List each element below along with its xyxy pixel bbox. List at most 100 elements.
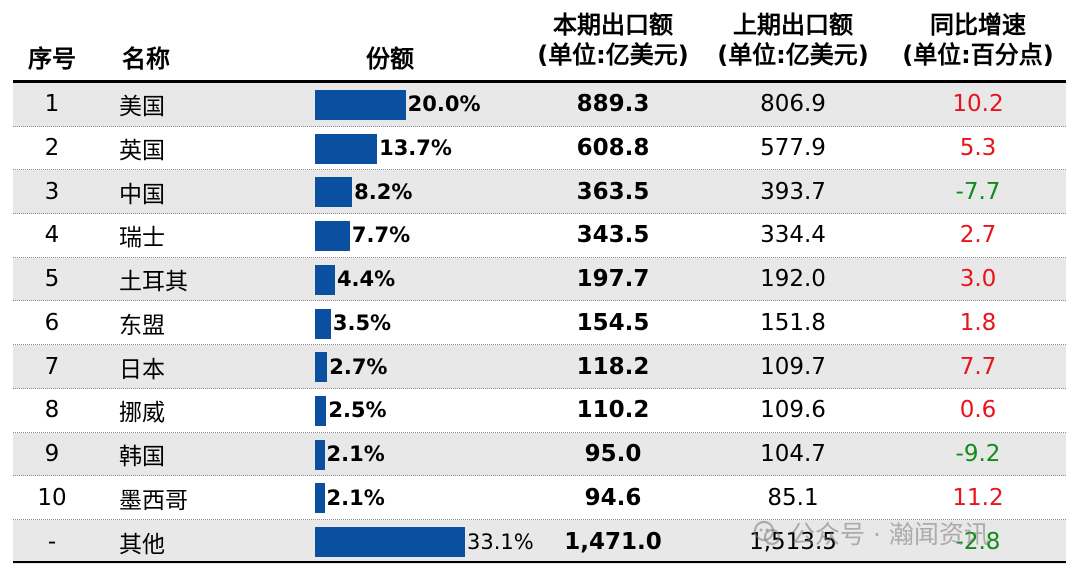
row-name: 瑞士 <box>119 225 165 252</box>
previous-export: 109.7 <box>760 353 826 380</box>
header-current-line2: (单位:亿美元) <box>537 41 689 69</box>
share-bar <box>315 439 325 470</box>
row-name: 东盟 <box>119 312 165 339</box>
share-bar <box>315 90 406 120</box>
row-number: 9 <box>44 440 60 467</box>
yoy-growth: 5.3 <box>959 135 997 162</box>
header-name: 名称 <box>106 0 186 80</box>
table-row: - 其他 33.1% 1,471.0 1,513.5 -2.8 <box>13 520 1066 564</box>
row-name: 韩国 <box>119 443 165 470</box>
current-export: 197.7 <box>576 266 650 293</box>
table-row: 6 东盟 3.5% 154.5 151.8 1.8 <box>13 302 1066 346</box>
share-label: 2.1% <box>326 441 385 466</box>
header-previous-line2: (单位:亿美元) <box>717 41 869 69</box>
share-bar <box>315 264 335 295</box>
current-export: 889.3 <box>576 91 650 118</box>
table-row: 2 英国 13.7% 608.8 577.9 5.3 <box>13 127 1066 171</box>
bottom-rule <box>13 561 1066 563</box>
header-previous-line1: 上期出口额 <box>733 11 853 39</box>
share-label: 3.5% <box>332 310 392 335</box>
row-number: 8 <box>44 397 60 424</box>
previous-export: 192.0 <box>760 266 826 293</box>
previous-export: 577.9 <box>760 135 826 162</box>
row-number: 5 <box>44 266 60 293</box>
share-label: 13.7% <box>379 136 452 161</box>
current-export: 110.2 <box>576 397 650 424</box>
table-row: 4 瑞士 7.7% 343.5 334.4 2.7 <box>13 214 1066 258</box>
previous-export: 109.6 <box>760 397 826 424</box>
share-bar <box>315 352 328 383</box>
share-bar <box>315 395 327 426</box>
share-label: 20.0% <box>407 92 481 117</box>
yoy-growth: -2.8 <box>955 528 1001 555</box>
yoy-growth: 10.2 <box>952 91 1004 118</box>
watermark-text: 公众号 · 瀚闻资讯 <box>790 520 989 549</box>
header-previous: 上期出口额 (单位:亿美元) <box>713 0 873 80</box>
yoy-growth: 11.2 <box>952 484 1004 511</box>
header-current-line1: 本期出口额 <box>553 11 673 39</box>
previous-export: 806.9 <box>760 91 826 118</box>
share-bar <box>315 308 331 339</box>
row-number: - <box>47 528 57 555</box>
yoy-growth: -7.7 <box>955 178 1001 205</box>
current-export: 118.2 <box>576 353 650 380</box>
share-label: 2.1% <box>326 485 385 510</box>
previous-export: 393.7 <box>760 178 826 205</box>
header-yoy-line1: 同比增速 <box>930 11 1026 39</box>
table-row: 9 韩国 2.1% 95.0 104.7 -9.2 <box>13 432 1066 477</box>
share-label: 2.5% <box>328 398 387 423</box>
current-export: 363.5 <box>576 178 650 205</box>
share-bar <box>315 527 465 557</box>
wechat-icon <box>753 520 781 546</box>
current-export: 608.8 <box>576 135 650 162</box>
table-row: 8 挪威 2.5% 110.2 109.6 0.6 <box>13 389 1066 433</box>
header-share: 份额 <box>340 0 440 80</box>
yoy-growth: 1.8 <box>959 309 997 336</box>
previous-export: 151.8 <box>760 309 826 336</box>
share-bar <box>315 483 325 514</box>
header-name-label: 名称 <box>122 45 170 73</box>
row-number: 1 <box>44 91 60 118</box>
current-export: 95.0 <box>584 440 642 467</box>
row-number: 7 <box>44 353 60 380</box>
header-yoy: 同比增速 (单位:百分点) <box>898 0 1058 80</box>
row-name: 美国 <box>119 94 165 121</box>
yoy-growth: 7.7 <box>959 353 997 380</box>
header-no: 序号 <box>13 0 91 80</box>
row-number: 2 <box>44 135 60 162</box>
share-label: 7.7% <box>351 223 411 248</box>
share-label: 4.4% <box>336 267 396 292</box>
share-bar <box>315 133 378 164</box>
previous-export: 85.1 <box>767 484 819 511</box>
share-bar <box>315 221 350 252</box>
header-current: 本期出口额 (单位:亿美元) <box>533 0 693 80</box>
share-label: 8.2% <box>354 179 413 204</box>
row-number: 6 <box>44 309 60 336</box>
header-share-label: 份额 <box>366 45 414 73</box>
table-row: 10 墨西哥 2.1% 94.6 85.1 11.2 <box>13 476 1066 520</box>
row-name: 其他 <box>119 531 165 558</box>
previous-export: 104.7 <box>760 440 826 467</box>
row-name: 挪威 <box>119 400 165 427</box>
row-number: 10 <box>37 484 67 511</box>
row-name: 墨西哥 <box>119 487 188 514</box>
header-rule <box>13 80 1066 83</box>
current-export: 94.6 <box>584 484 642 511</box>
share-label: 33.1% <box>467 529 534 554</box>
row-name: 土耳其 <box>119 269 188 296</box>
table-row: 3 中国 8.2% 363.5 393.7 -7.7 <box>13 170 1066 215</box>
previous-export: 1,513.5 <box>749 528 837 555</box>
yoy-growth: -9.2 <box>955 440 1001 467</box>
row-number: 4 <box>44 222 60 249</box>
table-row: 5 土耳其 4.4% 197.7 192.0 3.0 <box>13 257 1066 302</box>
header-yoy-line2: (单位:百分点) <box>902 41 1054 69</box>
table-row: 1 美国 20.0% 889.3 806.9 10.2 <box>13 83 1066 127</box>
current-export: 343.5 <box>576 222 650 249</box>
header-no-label: 序号 <box>28 45 76 73</box>
row-name: 英国 <box>119 138 165 165</box>
row-number: 3 <box>44 178 60 205</box>
yoy-growth: 3.0 <box>959 266 997 293</box>
yoy-growth: 2.7 <box>959 222 997 249</box>
previous-export: 334.4 <box>760 222 826 249</box>
share-bar <box>315 177 353 208</box>
